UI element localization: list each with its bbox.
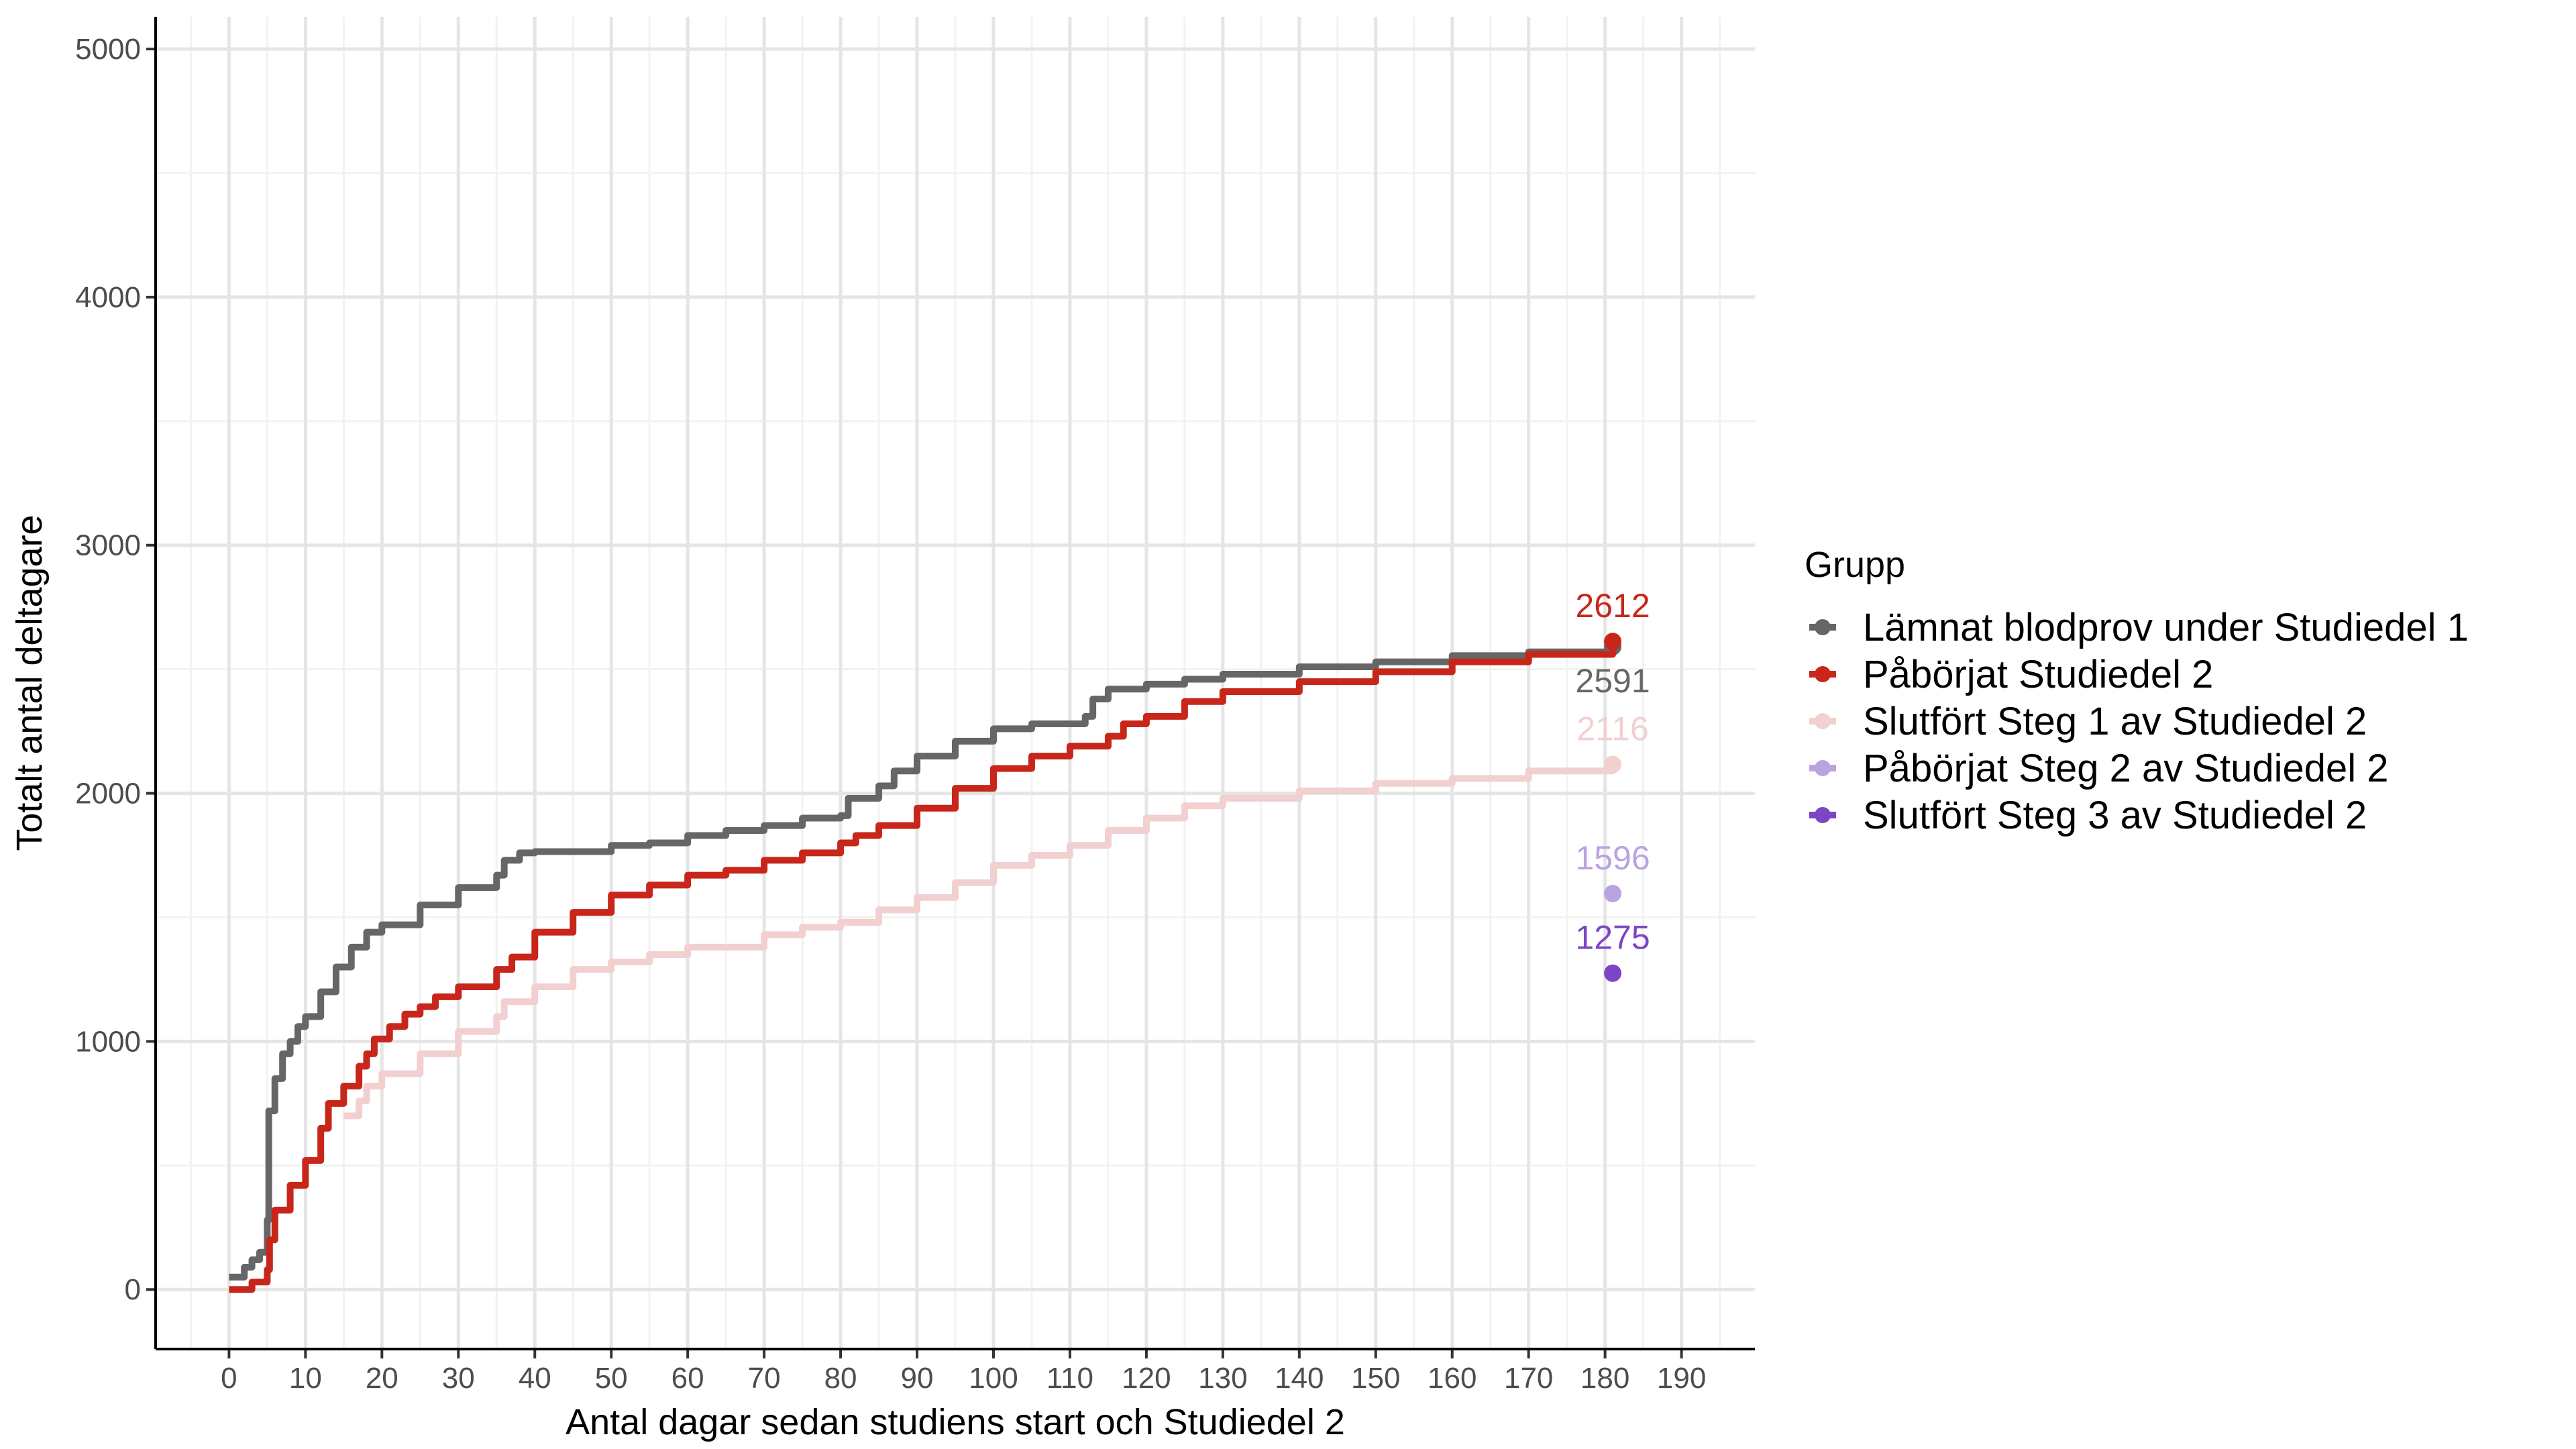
legend-key-dot [1815,807,1831,823]
y-tick-label: 3000 [75,529,141,562]
x-tick-label: 80 [824,1362,857,1395]
legend-label: Påbörjat Studiedel 2 [1863,653,2213,696]
x-tick-label: 150 [1351,1362,1400,1395]
legend-label: Slutfört Steg 1 av Studiedel 2 [1863,700,2367,743]
end-point [1604,633,1622,651]
legend-title: Grupp [1805,545,1905,585]
legend-key-dot [1815,666,1831,682]
x-tick-label: 10 [289,1362,322,1395]
series-line [229,641,1617,1293]
y-tick-label: 0 [125,1273,141,1306]
x-tick-label: 90 [901,1362,934,1395]
legend: Grupp Lämnat blodprov under Studiedel 1P… [1805,545,2469,837]
series-line [343,764,1617,1120]
legend-label: Påbörjat Steg 2 av Studiedel 2 [1863,747,2389,790]
x-tick-label: 20 [366,1362,398,1395]
end-label: 2116 [1576,710,1649,748]
legend-key-dot [1815,760,1831,776]
x-tick-label: 60 [672,1362,704,1395]
x-tick-label: 0 [221,1362,237,1395]
axes: 0 10 20 30 40 50 60 70 80 90 100 110 120 130 140 150 160… [75,17,1755,1395]
x-tick-label: 180 [1580,1362,1629,1395]
y-tick-label: 2000 [75,777,141,810]
y-tick-label: 5000 [75,33,141,66]
end-label: 1275 [1575,919,1650,957]
x-tick-label: 30 [442,1362,475,1395]
end-point [1604,964,1622,982]
x-axis-title: Antal dagar sedan studiens start och Stu… [566,1402,1345,1442]
x-tick-label: 110 [1046,1362,1093,1395]
y-axis-title: Totalt antal deltagare [9,515,50,851]
grid [156,17,1755,1349]
x-tick-label: 40 [519,1362,551,1395]
x-tick-label: 70 [748,1362,781,1395]
end-point [1604,755,1622,773]
x-tick-label: 130 [1198,1362,1247,1395]
legend-key-dot [1815,713,1831,729]
legend-label: Slutfört Steg 3 av Studiedel 2 [1863,794,2367,837]
x-tick-label: 50 [595,1362,628,1395]
series-layer: 2591 2612 2116 1596 1275 [229,587,1650,1293]
legend-label: Lämnat blodprov under Studiedel 1 [1863,606,2469,649]
y-tick-label: 4000 [75,281,141,314]
series-line [229,647,1617,1281]
end-label: 2591 [1575,662,1650,700]
end-label: 1596 [1575,839,1650,877]
x-tick-label: 160 [1428,1362,1477,1395]
x-tick-label: 170 [1504,1362,1553,1395]
x-tick-label: 190 [1657,1362,1706,1395]
end-label: 2612 [1575,587,1650,625]
x-tick-label: 100 [969,1362,1018,1395]
x-tick-label: 120 [1122,1362,1171,1395]
x-tick-label: 140 [1275,1362,1324,1395]
y-tick-label: 1000 [75,1025,141,1058]
end-point [1604,884,1622,902]
legend-key-dot [1815,619,1831,635]
